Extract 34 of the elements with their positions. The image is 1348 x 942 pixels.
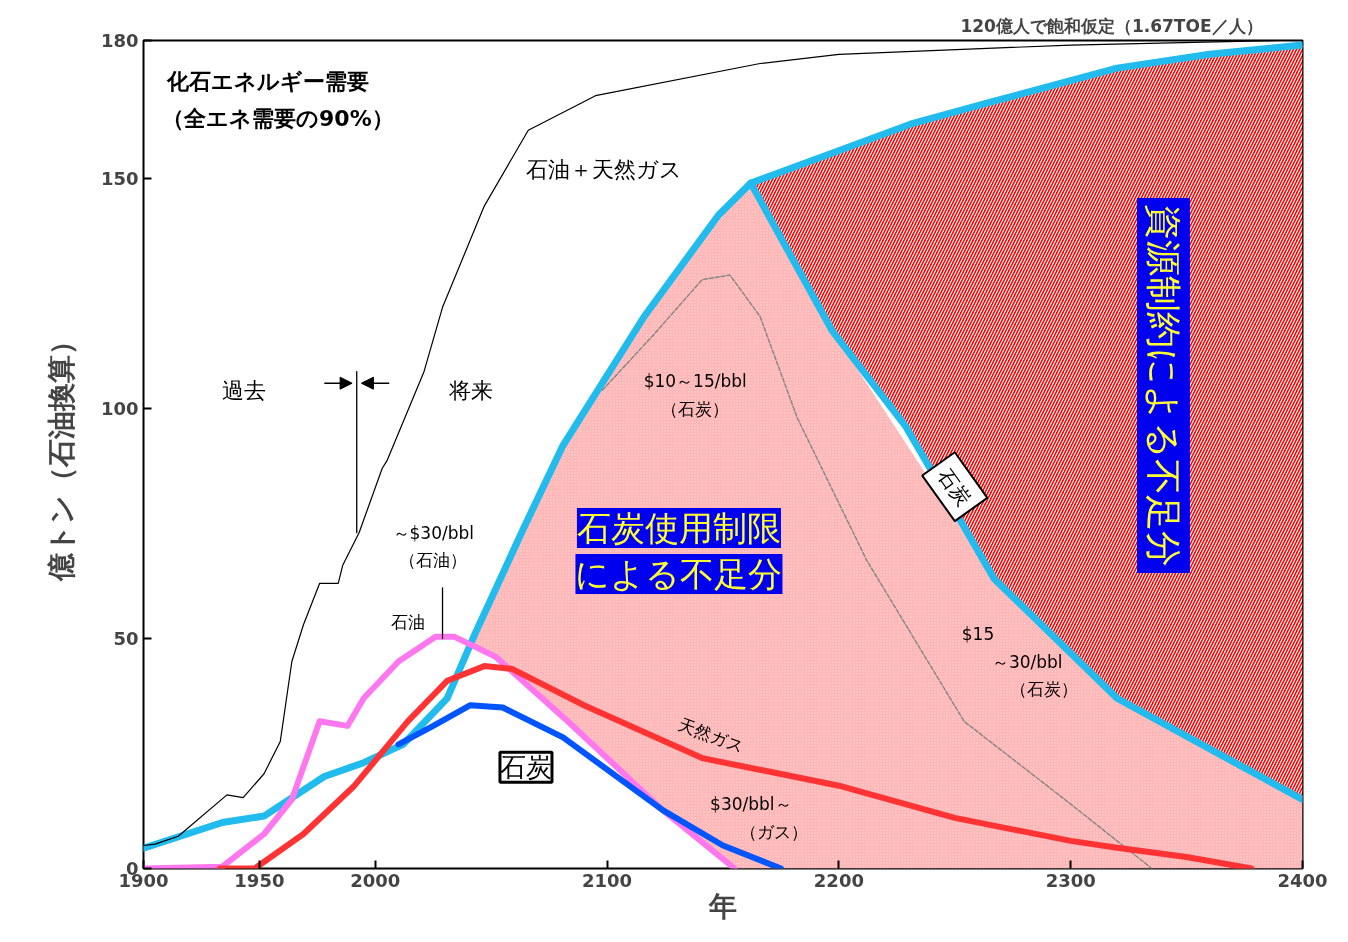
annotation: 将来 xyxy=(448,377,494,403)
x-tick-label: 2400 xyxy=(1277,869,1328,891)
annotation: 過去 xyxy=(222,377,267,403)
annotation: （石炭） xyxy=(661,398,730,419)
annotation: （石油） xyxy=(399,550,468,571)
y-tick-label: 100 xyxy=(100,398,139,419)
annotation: 石油 xyxy=(390,612,425,633)
x-axis-title: 年 xyxy=(708,889,737,923)
annotation: （全エネ需要の90%） xyxy=(162,106,394,132)
x-tick-label: 2300 xyxy=(1045,869,1096,891)
annotation: 天然ガス xyxy=(676,714,747,757)
annotation: 石炭 xyxy=(933,463,977,510)
x-tick-label: 2000 xyxy=(350,869,401,891)
annotation: $30/bbl～ xyxy=(710,794,792,815)
annotation: 化石エネルギー需要 xyxy=(165,69,369,95)
x-tick-label: 1950 xyxy=(234,869,285,891)
y-tick-label: 50 xyxy=(113,628,139,649)
y-axis-title: 億トン（石油換算） xyxy=(44,327,78,583)
annotation: $15 xyxy=(961,623,995,644)
annotation: 資源制約による不足分 xyxy=(1142,204,1184,567)
annotation: （ガス） xyxy=(740,821,808,842)
x-tick-label: 2200 xyxy=(813,869,864,891)
annotation: $10～15/bbl xyxy=(643,370,747,391)
annotation: 石油＋天然ガス xyxy=(525,156,682,182)
annotation: ～$30/bbl xyxy=(392,522,474,543)
annotation: 石炭使用制限 xyxy=(576,508,781,549)
annotation: ～30/bbl xyxy=(991,651,1063,672)
annotation: （石炭） xyxy=(1010,679,1079,700)
annotation: による不足分 xyxy=(575,554,783,595)
y-tick-label: 150 xyxy=(100,168,139,189)
chart-title: 120億人で飽和仮定（1.67TOE／人） xyxy=(960,15,1263,36)
y-tick-label: 180 xyxy=(100,30,139,51)
annotation: 石炭 xyxy=(499,752,552,783)
x-tick-label: 2100 xyxy=(582,869,633,891)
